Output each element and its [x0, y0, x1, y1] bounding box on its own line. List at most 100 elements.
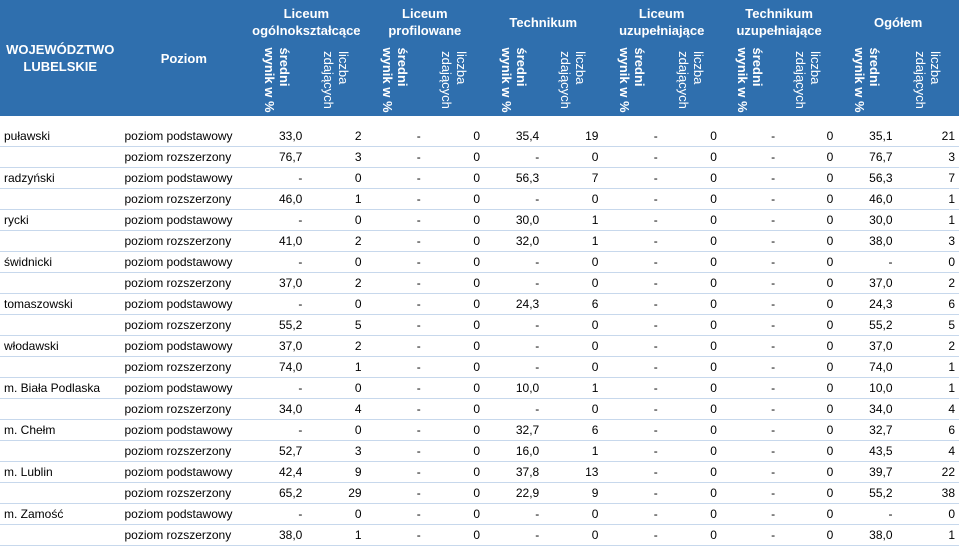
cell-value: 32,7 [837, 419, 897, 441]
cell-region: m. Biała Podlaska [0, 377, 121, 399]
cell-value: - [602, 167, 662, 189]
cell-region: tomaszowski [0, 293, 121, 315]
cell-value: 52,7 [247, 440, 307, 462]
cell-level: poziom rozszerzony [120, 440, 248, 462]
cell-value: 0 [424, 314, 485, 336]
cell-value: 0 [424, 146, 485, 168]
cell-value: - [720, 251, 780, 273]
subheader-result-label: średni wynik w % [851, 47, 882, 113]
cell-value: 24,3 [484, 293, 544, 315]
cell-value: - [602, 482, 662, 504]
cell-value: 4 [306, 398, 366, 420]
cell-value: 37,0 [247, 335, 307, 357]
cell-value: 56,3 [484, 167, 544, 189]
cell-value: 0 [543, 272, 603, 294]
cell-value: 0 [779, 188, 838, 210]
cell-level: poziom podstawowy [120, 293, 248, 315]
cell-value: 1 [306, 188, 366, 210]
cell-value: - [720, 335, 780, 357]
cell-value: 0 [661, 126, 721, 147]
cell-level: poziom podstawowy [120, 167, 248, 189]
header-group-lu: Liceum uzupełniające [602, 0, 721, 44]
cell-value: 2 [896, 335, 959, 357]
cell-region [0, 440, 121, 462]
table-row: poziom rozszerzony 34,0 4-0-0-0-0 34,0 4 [0, 398, 959, 420]
table-body: puławski poziom podstawowy 33,0 2-0 35,4 19-0… [0, 126, 959, 546]
table-row: radzyński poziom podstawowy -0-0 56,3 7-0-0 5… [0, 167, 959, 189]
cell-value: 0 [661, 419, 721, 441]
header-spacer [0, 116, 959, 126]
cell-value: 29 [306, 482, 366, 504]
cell-value: 0 [779, 314, 838, 336]
cell-value: 0 [424, 440, 485, 462]
cell-value: 65,2 [247, 482, 307, 504]
cell-value: 0 [424, 503, 485, 525]
cell-value: - [602, 398, 662, 420]
subheader-result: średni wynik w % [484, 44, 544, 116]
cell-value: - [720, 482, 780, 504]
cell-value: 0 [306, 251, 366, 273]
cell-value: 32,7 [484, 419, 544, 441]
table-row: m. Chełm poziom podstawowy -0-0 32,7 6-0-0 32… [0, 419, 959, 441]
cell-value: 22 [896, 461, 959, 483]
cell-value: 0 [661, 314, 721, 336]
header-group-total: Ogółem [837, 0, 959, 44]
cell-value: - [484, 356, 544, 378]
table-row: m. Zamość poziom podstawowy -0-0-0-0-0-0 [0, 503, 959, 525]
cell-value: - [365, 356, 425, 378]
cell-region: świdnicki [0, 251, 121, 273]
cell-value: 9 [543, 482, 603, 504]
cell-level: poziom rozszerzony [120, 272, 248, 294]
cell-value: - [247, 209, 307, 231]
cell-value: - [247, 167, 307, 189]
cell-value: 0 [424, 398, 485, 420]
cell-value: 43,5 [837, 440, 897, 462]
cell-value: - [365, 482, 425, 504]
subheader-result-label: średni wynik w % [261, 47, 292, 113]
cell-value: - [247, 293, 307, 315]
cell-value: - [602, 377, 662, 399]
cell-level: poziom rozszerzony [120, 482, 248, 504]
cell-value: - [484, 398, 544, 420]
cell-region: rycki [0, 209, 121, 231]
cell-value: - [602, 503, 662, 525]
subheader-count: liczba zdających [661, 44, 721, 116]
subheader-result: średni wynik w % [720, 44, 780, 116]
header-group-lp: Liceum profilowane [365, 0, 485, 44]
cell-value: - [720, 126, 780, 147]
cell-value: 0 [896, 251, 959, 273]
cell-value: 1 [896, 524, 959, 546]
cell-value: 7 [543, 167, 603, 189]
cell-value: 0 [543, 524, 603, 546]
cell-value: - [365, 377, 425, 399]
cell-value: 37,8 [484, 461, 544, 483]
table-row: poziom rozszerzony 37,0 2-0-0-0-0 37,0 2 [0, 272, 959, 294]
table-row: poziom rozszerzony 55,2 5-0-0-0-0 55,2 5 [0, 314, 959, 336]
cell-value: 1 [896, 356, 959, 378]
cell-value: 0 [779, 461, 838, 483]
cell-level: poziom rozszerzony [120, 356, 248, 378]
cell-value: - [365, 209, 425, 231]
cell-value: 0 [661, 440, 721, 462]
cell-value: - [247, 419, 307, 441]
cell-value: 0 [661, 482, 721, 504]
cell-level: poziom podstawowy [120, 251, 248, 273]
cell-value: 37,0 [837, 335, 897, 357]
cell-value: - [365, 398, 425, 420]
cell-value: 0 [779, 356, 838, 378]
cell-value: - [602, 440, 662, 462]
cell-value: 7 [896, 167, 959, 189]
cell-level: poziom podstawowy [120, 461, 248, 483]
cell-value: 0 [661, 503, 721, 525]
cell-value: 0 [543, 335, 603, 357]
cell-value: 0 [424, 230, 485, 252]
cell-value: - [365, 230, 425, 252]
cell-value: - [484, 146, 544, 168]
cell-value: 0 [424, 419, 485, 441]
cell-value: 0 [661, 524, 721, 546]
cell-value: 32,0 [484, 230, 544, 252]
cell-value: 38,0 [837, 524, 897, 546]
subheader-count-label: liczba zdających [320, 51, 351, 109]
cell-value: 1 [896, 188, 959, 210]
subheader-result-label: średni wynik w % [380, 47, 411, 113]
